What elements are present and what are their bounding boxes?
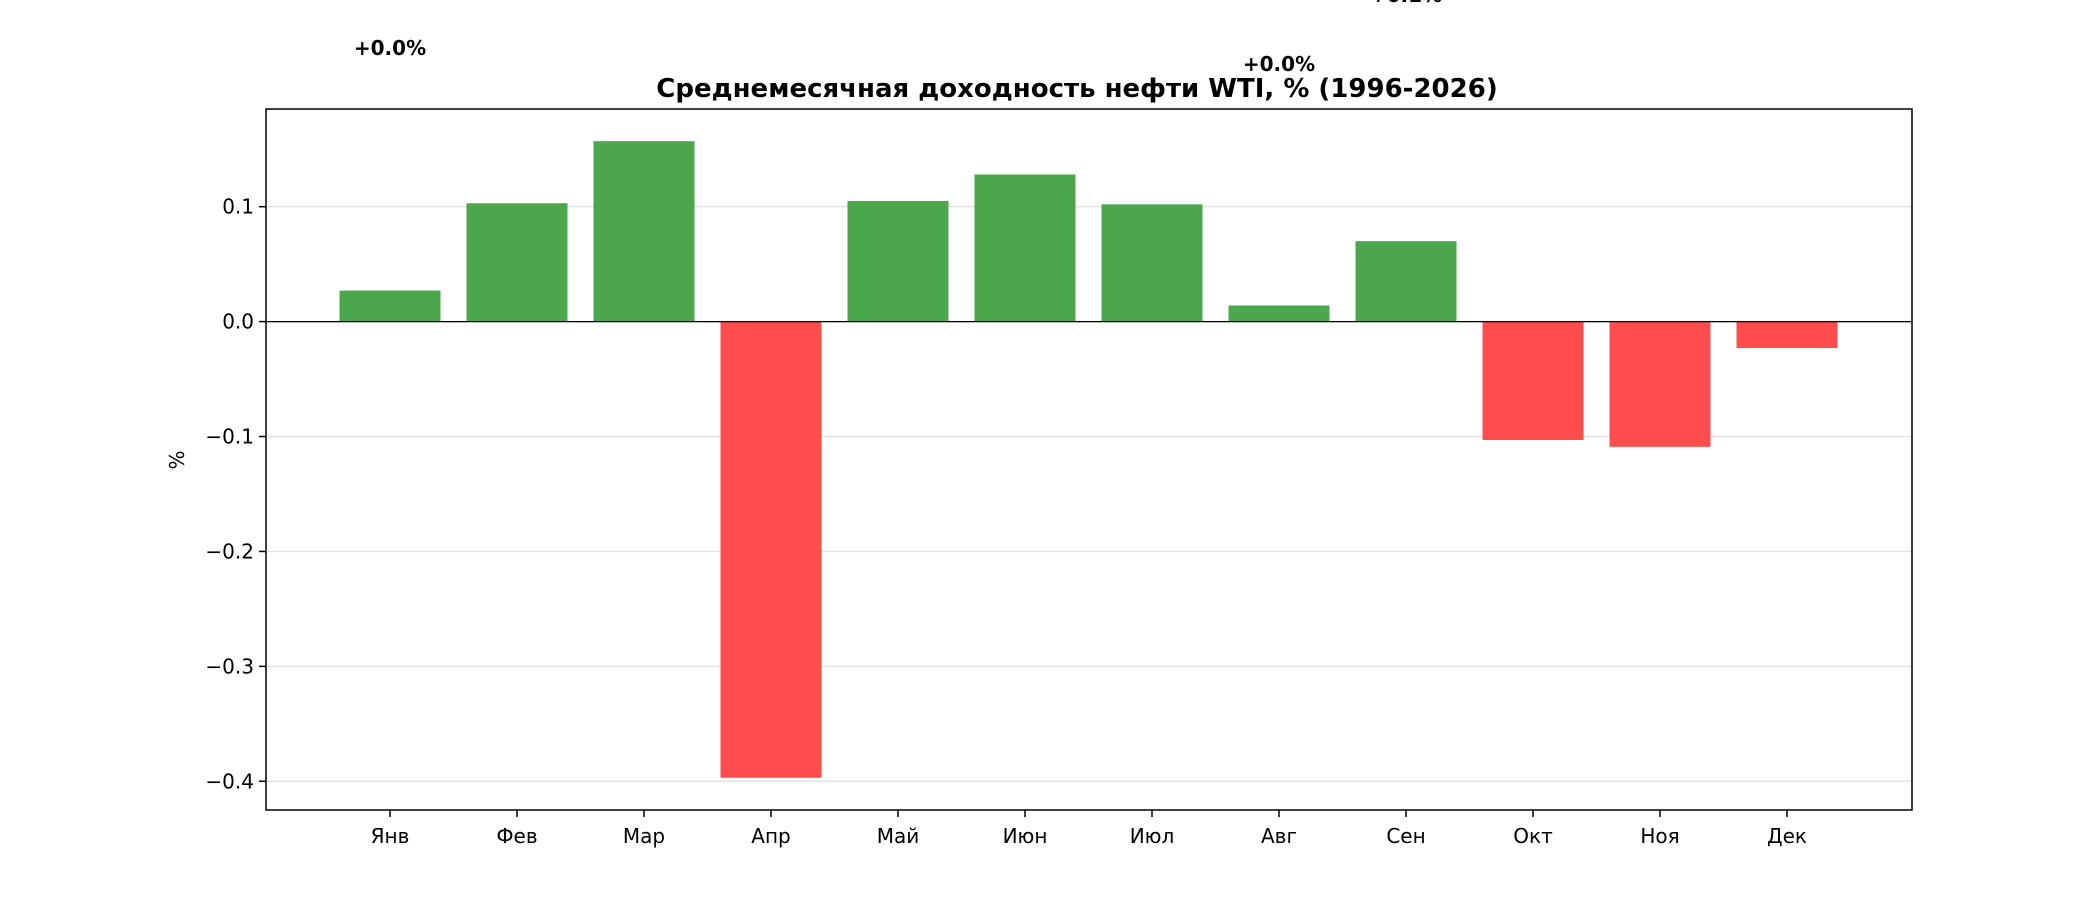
bar [720,321,822,778]
y-axis-label: % [165,450,189,469]
bar [974,174,1076,322]
tick-labels: 0.1 0.0 −0.1 −0.2 −0.3 −0.4 Янв Фев Мар Апр Май Июн… [205,195,1807,848]
bar [1228,305,1330,322]
bar [1609,321,1711,447]
bar [339,290,441,322]
annotations: +0.0% +0.0% +0.1% [354,0,1442,76]
bar [1736,321,1838,349]
y-tick-label: −0.4 [205,769,254,793]
bar [593,141,695,322]
chart-title: Среднемесячная доходность нефти WTI, % (… [656,74,1497,104]
plot-frame [265,108,1913,811]
x-tick-label: Мар [623,824,665,848]
y-tick-label: 0.1 [222,195,254,219]
x-tick-label: Апр [751,824,790,848]
bar [847,200,949,322]
x-tick-label: Сен [1386,824,1425,848]
data-label: +0.0% [354,36,426,60]
x-tick-label: Окт [1513,824,1553,848]
data-label: +0.0% [1243,52,1315,76]
x-tick-label: Ноя [1640,824,1679,848]
bar [466,203,568,322]
bar [1482,321,1584,440]
x-tick-label: Май [877,824,920,848]
x-tick-label: Июл [1130,824,1175,848]
bar [1101,204,1203,322]
y-tick-label: 0.0 [222,310,254,334]
x-tick-label: Авг [1261,824,1297,848]
y-tick-label: −0.1 [205,425,254,449]
x-tick-label: Фев [496,824,537,848]
x-tick-label: Янв [371,824,410,848]
bars [339,141,1838,778]
y-tick-label: −0.3 [205,654,254,678]
x-tick-label: Июн [1003,824,1048,848]
y-tick-label: −0.2 [205,539,254,563]
bar [1355,241,1457,322]
data-label: +0.1% [1370,0,1442,7]
axes [259,108,1913,817]
x-tick-label: Дек [1767,824,1807,848]
